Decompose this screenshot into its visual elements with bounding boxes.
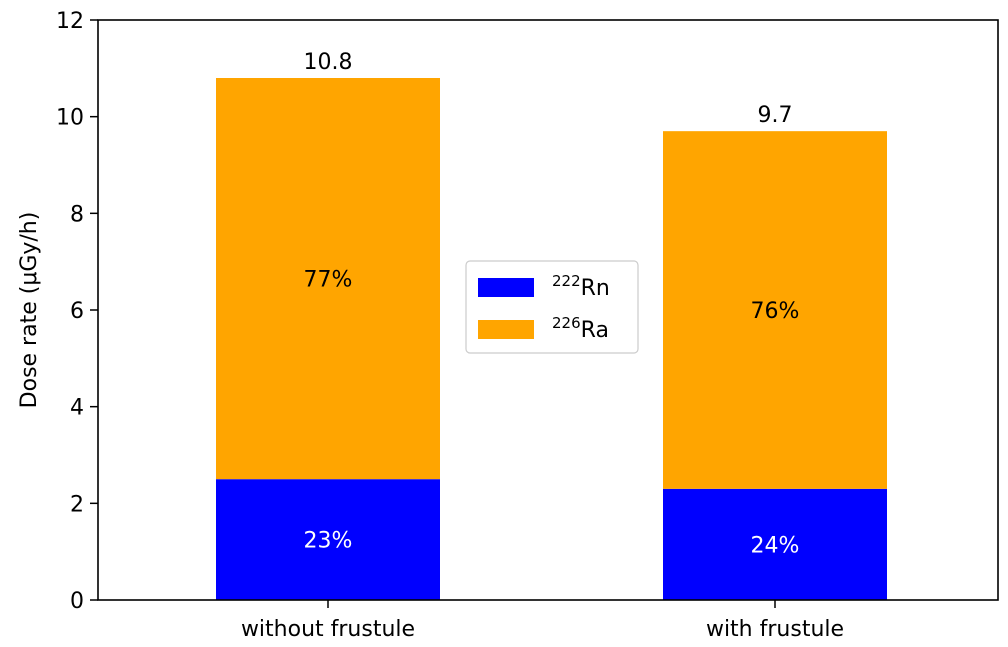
legend-label-symbol: Rn xyxy=(581,276,610,301)
bar-segment-rn-2 xyxy=(663,488,887,600)
y-axis: 0 2 4 6 8 10 12 xyxy=(56,9,98,614)
legend-label-symbol: Ra xyxy=(581,318,609,343)
total-label: 9.7 xyxy=(758,103,793,128)
bar-segment-ra-2 xyxy=(663,131,887,489)
y-axis-label: Dose rate (μGy/h) xyxy=(17,212,42,409)
y-tick-label: 6 xyxy=(70,299,84,324)
y-tick-label: 0 xyxy=(70,589,84,614)
y-tick-label: 8 xyxy=(70,202,84,227)
legend-swatch-rn xyxy=(478,278,534,297)
legend-swatch-ra xyxy=(478,320,534,339)
legend-label-rn: 222Rn xyxy=(552,272,610,301)
legend-label-mass-number: 226 xyxy=(552,314,581,332)
x-tick-label: without frustule xyxy=(241,617,415,642)
bars-layer xyxy=(216,78,887,600)
bar-segment-rn-1 xyxy=(216,479,440,600)
y-tick-label: 12 xyxy=(56,9,84,34)
y-tick-label: 4 xyxy=(70,396,84,421)
x-tick-label: with frustule xyxy=(706,617,844,642)
legend-label-mass-number: 222 xyxy=(552,272,581,290)
percent-label: 24% xyxy=(751,533,800,558)
legend-label-ra: 226Ra xyxy=(552,314,609,343)
percent-label: 77% xyxy=(304,268,353,293)
percent-label: 23% xyxy=(304,529,353,554)
y-tick-label: 10 xyxy=(56,106,84,131)
bar-segment-ra-1 xyxy=(216,78,440,480)
data-labels: 23% 77% 10.8 24% 76% 9.7 xyxy=(304,50,800,558)
percent-label: 76% xyxy=(751,299,800,324)
y-tick-label: 2 xyxy=(70,492,84,517)
total-label: 10.8 xyxy=(304,50,353,75)
x-axis: without frustule with frustule xyxy=(241,600,844,642)
